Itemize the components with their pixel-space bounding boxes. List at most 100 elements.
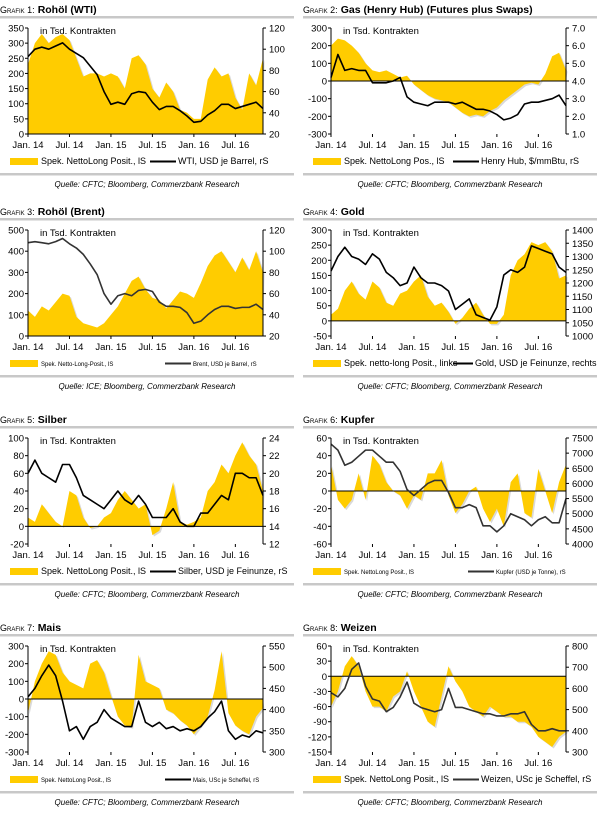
left-tick-label: 60: [316, 642, 327, 653]
left-tick-label: -90: [313, 717, 327, 728]
left-tick-label: -60: [313, 702, 327, 713]
left-tick-label: -200: [5, 730, 24, 741]
left-tick-label: 0: [322, 77, 327, 88]
legend-area-label: Spek. NettoLong Posit., lS: [344, 570, 414, 576]
chart-panel-8: Grafik 8: Weizen -150 -120 -90 -60 -30 0 30 60 300…: [303, 620, 601, 815]
right-tick-label: 12: [269, 540, 280, 551]
legend-area-swatch: [10, 360, 38, 367]
chart-svg: Grafik 3: Rohöl (Brent) 0 100 200 300 400 500 20…: [0, 206, 294, 391]
chart-panel-4: Grafik 4: Gold -50 0 50 100 150 200 250 300 1000 10…: [303, 204, 601, 399]
legend-area-label: Spek. Netto-Long-Posit., lS: [41, 362, 113, 368]
left-tick-label: 100: [311, 59, 327, 70]
title-rule: [303, 16, 597, 19]
left-tick-label: 80: [13, 451, 24, 462]
left-tick-label: -100: [308, 94, 327, 105]
unit-note: in Tsd. Kontrakten: [40, 26, 116, 37]
left-tick-label: 60: [316, 434, 327, 445]
right-tick-label: 60: [269, 87, 280, 98]
left-tick-label: -40: [313, 522, 327, 533]
legend-area-swatch: [313, 568, 341, 575]
bottom-rule: [303, 375, 597, 378]
x-tick-label: Jan. 16: [178, 140, 209, 151]
right-tick-label: 80: [269, 66, 280, 77]
chart-label: Grafik 5:: [0, 415, 35, 425]
left-tick-label: 300: [311, 226, 327, 237]
left-tick-label: 20: [316, 469, 327, 480]
chart-title-text: Mais: [38, 622, 62, 634]
chart-svg: Grafik 8: Weizen -150 -120 -90 -60 -30 0 30 60 300…: [303, 622, 597, 807]
x-tick-label: Jul. 16: [524, 550, 552, 561]
title-rule: [303, 634, 597, 637]
line-series: [27, 42, 264, 124]
right-tick-label: 1100: [572, 305, 592, 316]
chart-title-text: Rohöl (WTI): [38, 4, 97, 16]
chart-label: Grafik 2:: [303, 5, 338, 15]
left-tick-label: 100: [8, 99, 24, 110]
x-tick-label: Jan. 15: [95, 342, 126, 353]
x-tick-label: Jan. 16: [481, 758, 512, 769]
left-tick-label: 300: [8, 39, 24, 50]
x-tick-label: Jan. 14: [315, 342, 346, 353]
chart-title: Grafik 1: Rohöl (WTI): [0, 4, 97, 16]
source-note: Quelle: CFTC; Bloomberg, Commerzbank Res…: [358, 798, 544, 807]
x-tick-label: Jan. 16: [481, 342, 512, 353]
x-tick-label: Jul. 15: [138, 550, 166, 561]
left-tick-label: 400: [8, 247, 24, 258]
source-note: Quelle: CFTC; Bloomberg, Commerzbank Res…: [55, 180, 241, 189]
left-tick-label: 100: [8, 677, 24, 688]
right-tick-label: 1250: [572, 265, 593, 276]
chart-svg: Grafik 6: Kupfer -60 -40 -20 0 20 40 60 4000 4500 5…: [303, 414, 597, 599]
chart-panel-5: Grafik 5: Silber -20 0 20 40 60 80 100 12 14 16 18 20…: [0, 412, 300, 607]
right-tick-label: 1050: [572, 318, 593, 329]
left-tick-label: 0: [19, 522, 24, 533]
left-tick-label: -50: [313, 332, 327, 343]
line-series: [330, 443, 567, 533]
right-tick-label: 60: [269, 289, 280, 300]
chart-label: Grafik 7:: [0, 623, 35, 633]
x-tick-label: Jul. 14: [55, 758, 83, 769]
chart-panel-3: Grafik 3: Rohöl (Brent) 0 100 200 300 400 500 20…: [0, 204, 300, 399]
left-tick-label: -20: [313, 504, 327, 515]
chart-panel-7: Grafik 7: Mais -300 -200 -100 0 100 200 300 300 35…: [0, 620, 300, 815]
left-tick-label: 20: [13, 504, 24, 515]
x-tick-label: Jan. 15: [398, 758, 429, 769]
right-tick-label: 4500: [572, 524, 593, 535]
legend-area-swatch: [10, 776, 38, 783]
bottom-rule: [0, 791, 294, 794]
right-tick-label: 24: [269, 434, 280, 445]
right-tick-label: 20: [269, 130, 280, 141]
right-tick-label: 800: [572, 642, 588, 653]
x-tick-label: Jul. 16: [221, 342, 249, 353]
chart-title-text: Rohöl (Brent): [38, 206, 105, 218]
x-tick-label: Jan. 16: [481, 140, 512, 151]
x-tick-label: Jul. 15: [441, 550, 469, 561]
left-tick-label: 300: [8, 642, 24, 653]
right-tick-label: 5.0: [572, 59, 585, 70]
left-tick-label: -30: [313, 687, 327, 698]
x-tick-label: Jan. 14: [12, 550, 43, 561]
left-tick-label: 200: [311, 41, 327, 52]
right-tick-label: 450: [269, 684, 285, 695]
legend-area-swatch: [10, 158, 38, 165]
bottom-rule: [303, 583, 597, 586]
area-series: [28, 251, 263, 336]
right-tick-label: 7500: [572, 434, 593, 445]
legend-area-label: Spek. NettoLong Posit., lS: [41, 778, 111, 784]
right-tick-label: 40: [269, 108, 280, 119]
bottom-rule: [303, 791, 597, 794]
left-tick-label: 350: [8, 24, 24, 35]
right-tick-label: 400: [269, 705, 285, 716]
chart-label: Grafik 6:: [303, 415, 338, 425]
chart-title: Grafik 3: Rohöl (Brent): [0, 206, 105, 218]
right-tick-label: 350: [269, 726, 285, 737]
unit-note: in Tsd. Kontrakten: [40, 228, 116, 239]
bottom-rule: [0, 375, 294, 378]
x-tick-label: Jan. 15: [398, 550, 429, 561]
left-tick-label: 0: [322, 672, 327, 683]
legend-area-label: Spek. NettoLong Posit., lS: [41, 566, 146, 576]
chart-title-text: Weizen: [341, 622, 377, 634]
x-tick-label: Jul. 14: [55, 140, 83, 151]
chart-title: Grafik 4: Gold: [303, 206, 365, 218]
x-tick-label: Jan. 14: [315, 140, 346, 151]
chart-title: Grafik 8: Weizen: [303, 622, 377, 634]
